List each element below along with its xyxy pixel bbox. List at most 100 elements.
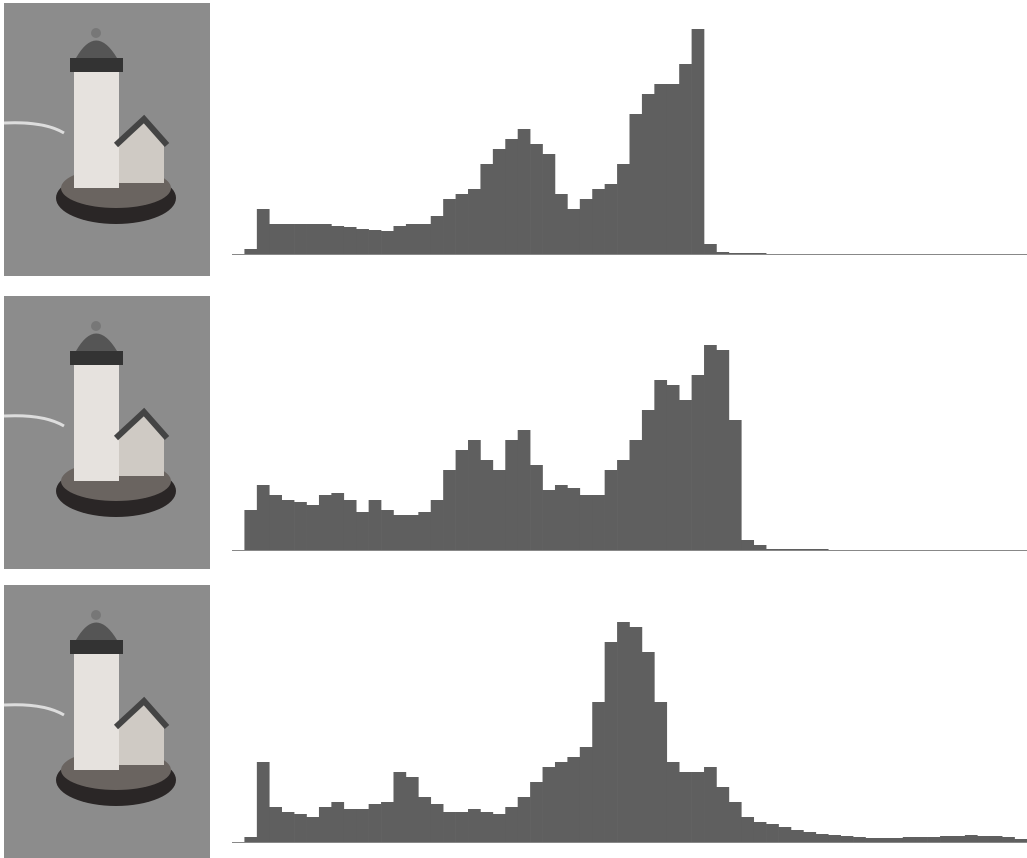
photo	[4, 296, 210, 569]
bar	[604, 470, 618, 550]
bar	[505, 807, 519, 842]
bar	[567, 488, 581, 550]
bar	[629, 440, 643, 550]
bar	[505, 139, 519, 254]
bar	[828, 835, 841, 842]
bar	[517, 797, 531, 842]
bar	[256, 762, 270, 842]
bar	[343, 809, 357, 842]
bar	[778, 549, 792, 550]
bar	[256, 485, 270, 550]
bar	[728, 802, 742, 842]
bar	[666, 385, 680, 550]
bar	[294, 502, 307, 550]
bar	[331, 802, 345, 842]
bar	[617, 460, 630, 550]
bar	[815, 834, 829, 842]
bar	[468, 809, 481, 842]
bar	[915, 837, 928, 842]
bar	[418, 224, 432, 254]
bar	[393, 226, 407, 254]
bar	[480, 164, 494, 254]
bar	[530, 144, 543, 254]
bar	[902, 837, 916, 842]
bar	[567, 757, 581, 842]
bar	[269, 807, 282, 842]
bar	[356, 229, 369, 254]
bar	[318, 807, 332, 842]
bar	[778, 827, 792, 842]
bar	[766, 824, 779, 842]
bar	[803, 832, 817, 842]
bar	[430, 216, 444, 254]
bar	[741, 817, 755, 842]
bar	[542, 490, 556, 550]
bar	[405, 224, 419, 254]
bar	[629, 114, 643, 254]
bar	[666, 84, 680, 254]
bar	[567, 209, 581, 254]
bar	[617, 622, 630, 842]
bar	[468, 189, 481, 254]
bar	[430, 500, 444, 550]
bar	[306, 224, 320, 254]
bar	[244, 510, 258, 550]
bar	[356, 809, 369, 842]
bar	[393, 772, 407, 842]
bar	[766, 549, 779, 550]
bar	[244, 837, 258, 842]
bar	[294, 224, 307, 254]
bar	[753, 822, 767, 842]
bar	[517, 129, 531, 254]
bar	[256, 209, 270, 254]
bar	[455, 450, 469, 550]
bar	[480, 812, 494, 842]
bar	[554, 762, 568, 842]
bar	[579, 495, 593, 550]
bar	[542, 767, 556, 842]
bar	[964, 835, 978, 842]
bar	[989, 836, 1003, 842]
bar	[318, 224, 332, 254]
bar	[443, 199, 456, 254]
bar	[679, 772, 692, 842]
bar	[281, 812, 295, 842]
bar	[753, 253, 767, 254]
bar	[679, 64, 692, 254]
bar	[492, 814, 506, 842]
bar	[306, 505, 320, 550]
bar	[418, 797, 432, 842]
bar	[641, 94, 655, 254]
bar	[691, 375, 705, 550]
bar	[368, 500, 382, 550]
bar	[666, 762, 680, 842]
bar	[381, 510, 394, 550]
bar	[455, 812, 469, 842]
bar	[281, 500, 295, 550]
bar	[542, 154, 556, 254]
bar	[691, 772, 705, 842]
bar	[318, 495, 332, 550]
bar	[1002, 837, 1015, 842]
bar	[381, 802, 394, 842]
bar	[443, 470, 456, 550]
bar	[269, 224, 282, 254]
bar	[368, 804, 382, 842]
photo	[4, 585, 210, 858]
bar	[554, 485, 568, 550]
bar	[704, 345, 717, 550]
bar	[592, 189, 605, 254]
bar	[890, 838, 904, 842]
bar	[405, 777, 419, 842]
bar	[641, 410, 655, 550]
bar	[865, 838, 879, 842]
bar	[654, 380, 668, 550]
bar	[530, 465, 543, 550]
bar	[654, 84, 668, 254]
bar	[418, 512, 432, 550]
bar	[430, 804, 444, 842]
bar	[579, 199, 593, 254]
bar	[853, 837, 866, 842]
bar	[331, 493, 345, 550]
